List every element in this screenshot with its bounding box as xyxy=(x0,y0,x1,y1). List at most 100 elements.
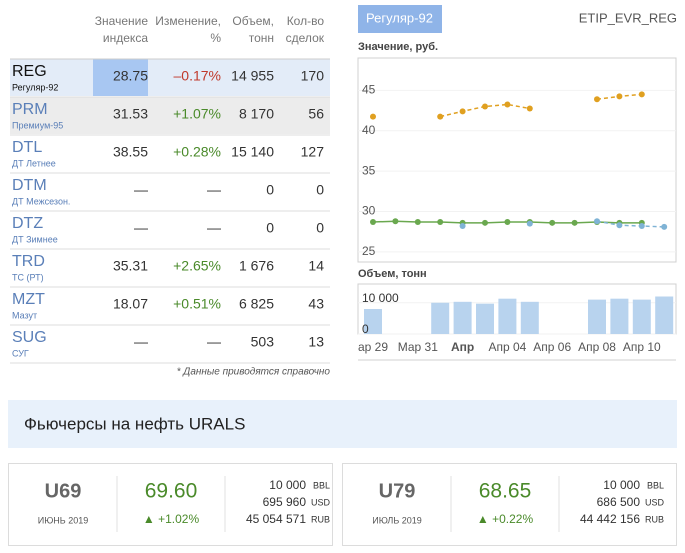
y-tick-label: 35 xyxy=(362,163,376,177)
cell-change: +1.07% xyxy=(173,106,221,122)
series-point xyxy=(437,113,444,120)
product-name: Регуляр-92 xyxy=(12,82,58,92)
product-name: ДТ Летнее xyxy=(12,158,56,168)
series-point xyxy=(392,218,399,225)
contract-month: ИЮЛЬ 2019 xyxy=(372,515,422,525)
cell-change: — xyxy=(207,220,221,236)
series-point xyxy=(482,103,488,110)
cell-change: — xyxy=(207,334,221,350)
series-point xyxy=(638,223,645,230)
cell-deals: 127 xyxy=(301,144,325,160)
unit: USD xyxy=(311,497,331,507)
series-point xyxy=(616,93,623,100)
bar xyxy=(453,301,472,334)
bar xyxy=(520,301,539,334)
cell-change: — xyxy=(207,182,221,198)
product-name: Премиум-95 xyxy=(12,120,63,130)
unit: USD xyxy=(645,497,665,507)
contract-code: U79 xyxy=(379,480,416,502)
chart-title: Объем, тонн xyxy=(358,268,427,280)
x-tick-label: Мар 31 xyxy=(398,340,438,354)
price: 68.65 xyxy=(479,480,532,503)
cell-index: — xyxy=(134,220,148,236)
amount: 45 054 571 xyxy=(246,512,306,526)
value-plot xyxy=(357,57,677,263)
y-tick-label: 30 xyxy=(362,204,376,218)
column-header: Изменение, xyxy=(155,14,221,28)
product-name: Мазут xyxy=(12,310,37,320)
x-tick-label: Апр 10 xyxy=(623,340,661,354)
cell-change: +0.28% xyxy=(173,144,221,160)
price: 69.60 xyxy=(145,480,198,503)
cell-deals: 56 xyxy=(308,106,324,122)
series-point xyxy=(526,220,533,227)
cell-deals: 170 xyxy=(301,68,325,84)
column-header: индекса xyxy=(103,31,148,45)
contract-code: U69 xyxy=(45,480,82,502)
price-change: ▲ +0.22% xyxy=(477,512,534,526)
y-tick-label: 40 xyxy=(362,123,376,137)
x-tick-label: Апр 04 xyxy=(488,340,526,354)
product-code: DTZ xyxy=(12,215,43,232)
series-point xyxy=(370,219,376,226)
cell-volume: 8 170 xyxy=(239,106,274,122)
series-point xyxy=(459,108,466,115)
bar xyxy=(431,302,450,334)
series-point xyxy=(661,223,668,230)
cell-deals: 14 xyxy=(308,258,324,274)
cell-index: 28.75 xyxy=(113,68,148,84)
bar xyxy=(610,298,629,334)
unit: BBL xyxy=(647,480,664,490)
series-point xyxy=(638,91,645,98)
x-tick-label: Апр 06 xyxy=(533,340,571,354)
bar xyxy=(476,303,494,334)
tab[interactable] xyxy=(358,5,442,33)
product-name: ДТ Межсезон. xyxy=(12,196,70,206)
bar xyxy=(632,299,651,334)
column-header: Значение xyxy=(95,14,149,28)
series-point xyxy=(414,219,421,226)
x-tick-label: Апр 08 xyxy=(578,340,616,354)
tab-label: Регуляр-92 xyxy=(366,10,433,25)
y-tick-label: 25 xyxy=(362,244,376,258)
cell-deals: 13 xyxy=(308,334,324,350)
x-tick-label: Апр xyxy=(451,340,474,354)
column-header: % xyxy=(210,31,221,45)
series-point xyxy=(549,219,556,226)
unit: BBL xyxy=(313,480,330,490)
bar xyxy=(498,298,517,334)
series-point xyxy=(370,113,376,120)
series-point xyxy=(594,96,600,103)
row-bg xyxy=(10,97,330,134)
series-point xyxy=(504,219,511,226)
amount: 10 000 xyxy=(603,478,640,492)
cell-volume: 6 825 xyxy=(239,296,274,312)
futures-card xyxy=(342,463,677,546)
price-change: ▲ +1.02% xyxy=(143,512,200,526)
cell-deals: 0 xyxy=(316,220,324,236)
contract-month: ИЮНЬ 2019 xyxy=(38,515,89,525)
product-code: REG xyxy=(12,63,47,80)
cell-index: 18.07 xyxy=(113,296,148,312)
futures-title: Фьючерсы на нефть URALS xyxy=(24,414,245,433)
product-code: TRD xyxy=(12,253,45,270)
unit: RUB xyxy=(645,514,664,524)
x-tick-label: ар 29 xyxy=(358,340,388,354)
product-code: SUG xyxy=(12,329,47,346)
product-code: DTM xyxy=(12,177,47,194)
amount: 695 960 xyxy=(263,495,307,509)
series-point xyxy=(571,219,578,226)
cell-volume: 503 xyxy=(251,334,275,350)
cell-deals: 43 xyxy=(308,296,324,312)
y-tick-label: 45 xyxy=(362,82,376,96)
amount: 44 442 156 xyxy=(580,512,640,526)
amount: 10 000 xyxy=(269,478,306,492)
series-point xyxy=(594,218,600,225)
row-bg xyxy=(10,59,330,96)
amount: 686 500 xyxy=(597,495,641,509)
cell-deals: 0 xyxy=(316,182,324,198)
column-header: сделок xyxy=(286,31,325,45)
selected-cell xyxy=(93,59,148,96)
cell-index: 31.53 xyxy=(113,106,148,122)
